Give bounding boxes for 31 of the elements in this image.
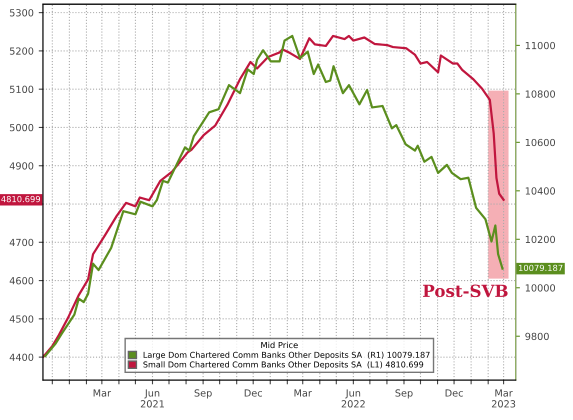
x-tick-label: Sep — [395, 389, 413, 399]
text: 10079.187 — [518, 264, 562, 272]
y2-tick-label: 10000 — [526, 284, 556, 292]
band-label: Post-SVB — [423, 284, 508, 298]
x-tick-label: Jun 2022 — [342, 389, 365, 408]
x-tick-label: Mar 2023 — [492, 389, 516, 408]
y-tick-label: 4900 — [10, 162, 34, 170]
y-tick-label: 5100 — [10, 86, 34, 94]
legend-label: Large Dom Chartered Comm Banks Other Deposits SA (R1) 10079.187 — [144, 352, 430, 360]
y2-tick-label: 9800 — [525, 332, 549, 340]
y2-tick-label: 10400 — [526, 187, 556, 195]
x-tick-label: Jun 2021 — [140, 389, 164, 408]
y-tick-label: 5200 — [10, 47, 34, 55]
x-tick-label: Mar — [94, 389, 112, 397]
y2-tick-label: 10600 — [526, 138, 556, 146]
x-tick-label: Dec — [244, 389, 262, 397]
y-tick-label: 5300 — [10, 9, 34, 16]
y-tick-label: 4500 — [10, 315, 34, 323]
y2-tick-label: 11000 — [526, 42, 556, 50]
y-tick-label: 5000 — [10, 124, 34, 132]
legend-title: Mid Price — [261, 342, 298, 348]
y-tick-label: 4400 — [10, 354, 34, 361]
y2-tick-label: 10800 — [526, 90, 556, 98]
x-tick-label: Mar — [294, 389, 312, 397]
legend-label: Small Dom Chartered Comm Banks Other Deposits SA (L1) 4810.699 — [143, 361, 424, 370]
text: 4810.699 — [1, 196, 40, 202]
y-tick-label: 4600 — [10, 277, 34, 284]
x-tick-label: Dec — [446, 389, 463, 397]
x-tick-label: Sep — [194, 389, 212, 399]
y2-tick-label: 10200 — [526, 236, 556, 244]
y-tick-label: 4700 — [10, 238, 34, 246]
